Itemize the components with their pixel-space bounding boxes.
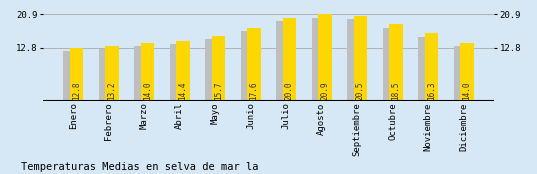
Bar: [212, 36, 225, 101]
Bar: [354, 16, 367, 101]
Bar: [170, 44, 183, 101]
Bar: [105, 46, 119, 101]
Text: 20.5: 20.5: [356, 81, 365, 100]
Bar: [277, 21, 290, 101]
Text: 18.5: 18.5: [391, 81, 401, 100]
Bar: [418, 37, 432, 101]
Bar: [205, 39, 219, 101]
Bar: [99, 49, 112, 101]
Text: 13.2: 13.2: [107, 81, 117, 100]
Bar: [347, 19, 361, 101]
Text: 20.9: 20.9: [321, 81, 329, 100]
Bar: [383, 28, 396, 101]
Text: 14.0: 14.0: [143, 81, 152, 100]
Text: 16.3: 16.3: [427, 81, 436, 100]
Text: Temperaturas Medias en selva de mar la: Temperaturas Medias en selva de mar la: [21, 162, 259, 172]
Bar: [141, 43, 154, 101]
Bar: [241, 31, 255, 101]
Bar: [389, 24, 403, 101]
Text: 15.7: 15.7: [214, 81, 223, 100]
Bar: [247, 28, 260, 101]
Bar: [312, 18, 325, 101]
Bar: [282, 18, 296, 101]
Bar: [70, 48, 83, 101]
Text: 20.0: 20.0: [285, 81, 294, 100]
Bar: [425, 33, 438, 101]
Bar: [318, 14, 332, 101]
Bar: [454, 46, 467, 101]
Text: 14.4: 14.4: [178, 81, 187, 100]
Text: 17.6: 17.6: [250, 81, 258, 100]
Bar: [176, 41, 190, 101]
Text: 14.0: 14.0: [462, 81, 471, 100]
Bar: [134, 46, 148, 101]
Text: 12.8: 12.8: [72, 81, 81, 100]
Bar: [63, 51, 77, 101]
Bar: [460, 43, 474, 101]
